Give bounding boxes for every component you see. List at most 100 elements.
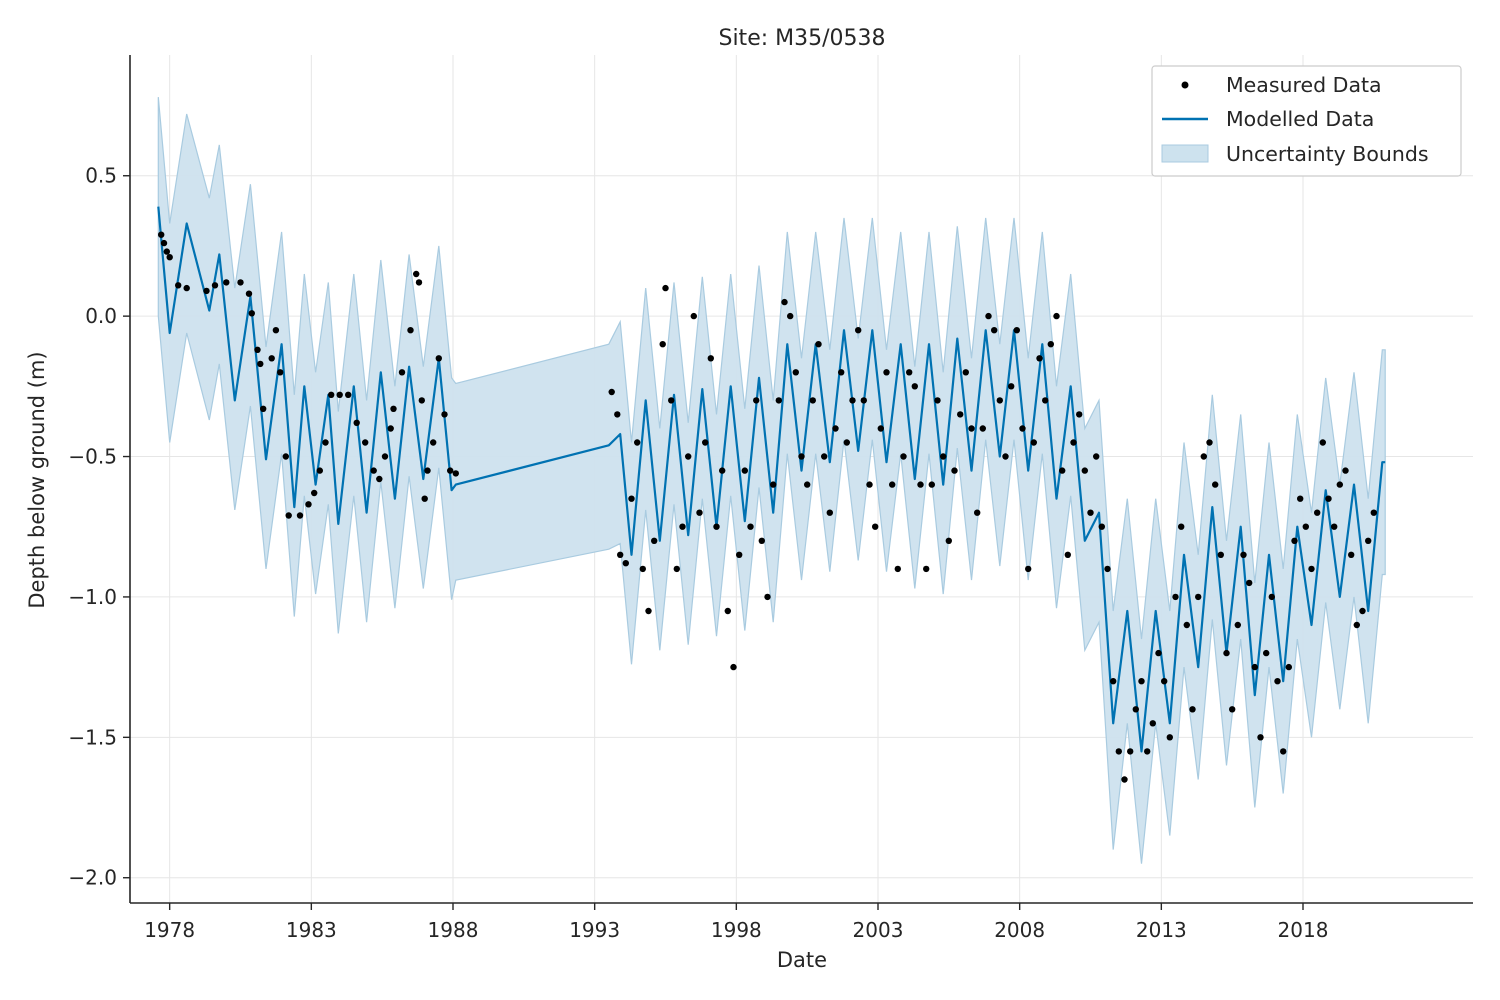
measured-point-29	[362, 439, 369, 446]
measured-point-177	[1342, 467, 1349, 474]
x-axis-title: Date	[777, 948, 827, 972]
measured-point-50	[622, 560, 629, 567]
x-tick-label-1983: 1983	[286, 918, 337, 942]
y-tick-label-1: 0.0	[85, 304, 117, 328]
measured-point-150	[1189, 706, 1196, 713]
measured-point-2	[163, 248, 170, 255]
measured-point-36	[407, 327, 414, 334]
measured-point-48	[614, 411, 621, 418]
measured-point-168	[1291, 537, 1298, 544]
measured-point-162	[1257, 734, 1264, 741]
measured-points-layer	[158, 231, 1378, 783]
measured-point-129	[1070, 439, 1077, 446]
measured-point-132	[1087, 509, 1094, 516]
measured-point-151	[1195, 593, 1202, 601]
measured-point-137	[1115, 748, 1123, 755]
measured-point-136	[1110, 678, 1117, 685]
measured-point-52	[634, 439, 641, 446]
measured-point-147	[1172, 593, 1179, 601]
measured-point-126	[1053, 312, 1060, 320]
measured-point-143	[1149, 720, 1157, 727]
measured-point-34	[390, 405, 397, 412]
measured-point-135	[1104, 565, 1111, 573]
measured-point-154	[1212, 481, 1219, 488]
measured-point-38	[415, 279, 423, 286]
measured-point-181	[1365, 537, 1372, 544]
measured-point-78	[781, 298, 788, 306]
measured-point-45	[447, 467, 454, 474]
modelled-data-line	[157, 206, 1386, 753]
measured-point-112	[974, 509, 981, 516]
measured-point-133	[1093, 453, 1100, 460]
measured-point-85	[821, 453, 828, 460]
measured-point-47	[608, 388, 615, 396]
measured-point-61	[685, 453, 692, 460]
measured-point-58	[668, 397, 675, 404]
measured-point-57	[662, 284, 669, 292]
measured-point-37	[413, 270, 420, 278]
measured-point-117	[1002, 453, 1009, 460]
legend-measured-marker	[1181, 81, 1189, 89]
measured-point-171	[1308, 565, 1315, 573]
measured-point-86	[826, 509, 833, 516]
measured-point-175	[1331, 523, 1338, 530]
measured-point-26	[336, 391, 343, 398]
measured-point-100	[906, 369, 913, 376]
measured-point-15	[268, 355, 275, 362]
measured-point-30	[370, 467, 377, 474]
measured-point-1	[160, 239, 168, 247]
measured-point-116	[996, 397, 1003, 404]
measured-point-158	[1234, 621, 1242, 629]
measured-point-91	[855, 327, 862, 334]
y-axis-title: Depth below ground (m)	[25, 351, 49, 608]
measured-point-182	[1370, 509, 1378, 516]
measured-point-113	[979, 425, 986, 432]
measured-point-92	[860, 397, 867, 404]
measured-point-3	[166, 254, 173, 261]
measured-point-81	[798, 453, 805, 460]
legend-band-label: Uncertainty Bounds	[1226, 142, 1429, 166]
measured-point-125	[1047, 341, 1055, 348]
measured-point-142	[1144, 748, 1151, 755]
measured-point-76	[770, 481, 777, 488]
measured-point-163	[1263, 649, 1270, 657]
measured-point-77	[775, 397, 782, 404]
measured-point-138	[1121, 776, 1128, 783]
x-tick-label-2008: 2008	[994, 918, 1045, 942]
measured-point-54	[645, 607, 652, 615]
measured-point-144	[1155, 649, 1162, 657]
measured-point-97	[889, 481, 896, 488]
measured-point-176	[1336, 481, 1344, 488]
measured-point-172	[1314, 509, 1321, 516]
measured-point-156	[1223, 649, 1230, 657]
measured-point-84	[815, 341, 822, 348]
measured-point-87	[832, 425, 839, 432]
measured-point-5	[183, 284, 190, 292]
measured-point-71	[741, 467, 748, 474]
measured-point-44	[441, 411, 448, 418]
measured-point-88	[838, 369, 845, 376]
measured-point-180	[1359, 607, 1366, 615]
measured-point-104	[928, 481, 935, 488]
uncertainty-band-segment-0	[157, 97, 1386, 864]
measured-point-43	[435, 355, 442, 362]
measured-point-110	[962, 369, 969, 376]
measured-point-102	[917, 481, 924, 488]
measured-point-124	[1042, 397, 1049, 404]
measured-point-114	[985, 312, 992, 320]
measured-point-51	[628, 495, 635, 502]
measured-point-19	[285, 512, 292, 519]
measured-point-141	[1138, 678, 1145, 685]
measured-point-80	[792, 369, 799, 376]
measured-point-179	[1353, 621, 1361, 629]
measured-point-73	[753, 397, 760, 404]
measured-point-173	[1319, 439, 1327, 446]
measured-point-18	[282, 453, 289, 460]
measured-point-155	[1217, 551, 1225, 558]
measured-point-25	[328, 391, 335, 398]
y-tick-label-0: 0.5	[85, 164, 117, 188]
measured-point-96	[883, 369, 890, 376]
axes: 1978 1983 1988 1993 1998 2003 2008 2013 2018 0.5 0…	[68, 55, 1473, 942]
measured-point-79	[787, 312, 794, 320]
